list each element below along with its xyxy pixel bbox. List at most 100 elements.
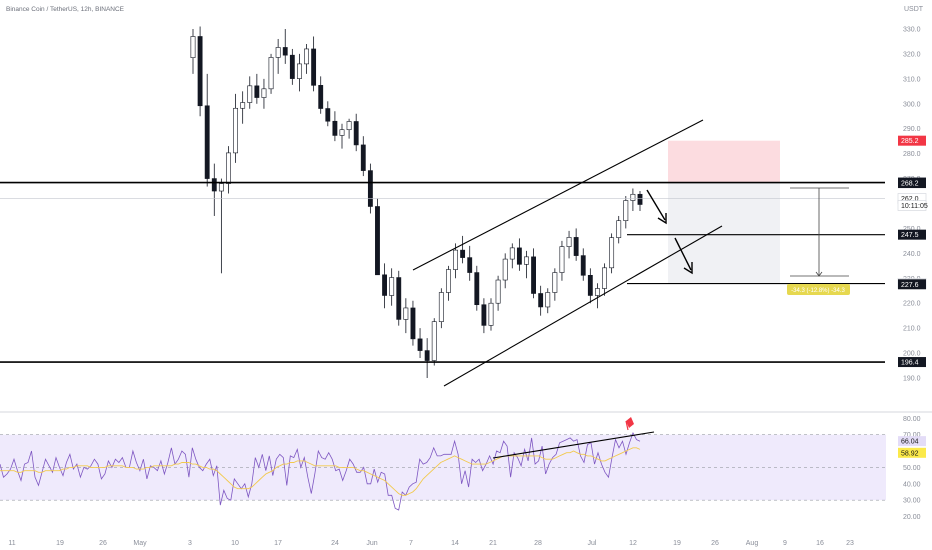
candle-body: [630, 193, 636, 201]
candle-body: [289, 54, 295, 79]
candle-body: [375, 206, 380, 276]
candle-body: [616, 220, 622, 238]
candle-body: [438, 292, 444, 322]
candle-body: [417, 338, 423, 351]
currency-label: USDT: [904, 6, 924, 13]
candle-body: [190, 36, 196, 58]
candle-body: [268, 57, 274, 90]
rsi-drawings[interactable]: [492, 417, 655, 459]
candle-body: [481, 304, 487, 326]
rsi-value-tag: [898, 447, 926, 458]
candle-body: [226, 152, 231, 184]
candle-body: [509, 247, 515, 260]
candle-body: [559, 246, 565, 273]
price-tick-label: 210.0: [903, 326, 921, 333]
measure-arrow-icon: [815, 271, 823, 277]
candle-body: [602, 267, 607, 289]
candle-body: [580, 255, 586, 276]
price-tick-label: 330.0: [903, 27, 921, 34]
time-tick-label: 24: [331, 540, 339, 547]
price-tick-label: 310.0: [903, 76, 921, 83]
candle-body: [389, 277, 395, 296]
time-tick-label: 19: [56, 540, 64, 547]
measure-label-text: -34.3 (-12.8%) -34.3: [791, 288, 845, 294]
divergence-flag-icon: [625, 417, 634, 431]
candle-body: [304, 48, 309, 65]
time-tick-label: 28: [534, 540, 542, 547]
measure-label-box: [787, 284, 850, 295]
candle-body: [488, 302, 494, 326]
price-tick-label: 250.0: [903, 226, 921, 233]
candle-body: [282, 47, 288, 56]
candle-body: [573, 237, 579, 256]
time-tick-label: 14: [451, 540, 459, 547]
price-tag-label: 247.5: [901, 232, 919, 239]
price-tag-label: 227.6: [901, 282, 919, 289]
rsi-value-label: 58.92: [901, 450, 919, 457]
price-tag-label: 262.0: [901, 196, 919, 203]
time-tick-label: 26: [99, 540, 107, 547]
time-tick-label: 9: [783, 540, 787, 547]
time-tick-label: 16: [816, 540, 824, 547]
candlestick-series: [190, 26, 643, 378]
candle-body: [325, 108, 331, 122]
price-tick-label: 300.0: [903, 101, 921, 108]
price-tag: [897, 200, 927, 211]
drawings[interactable]: [412, 119, 849, 387]
down-arrow-head-1: [657, 213, 667, 225]
candle-body: [247, 85, 253, 103]
candle-body: [502, 258, 508, 281]
candle-body: [254, 85, 260, 98]
candle-body: [211, 178, 217, 192]
price-tag: [898, 279, 926, 290]
price-tag: [898, 357, 926, 368]
candle-body: [467, 257, 473, 273]
horizontal-levels[interactable]: [0, 181, 885, 363]
candle-body: [495, 279, 501, 304]
price-tick-label: 220.0: [903, 301, 921, 308]
candle-body: [637, 193, 643, 205]
time-axis[interactable]: 11 19 26 May 3 10 17 24 Jun 7 14 21 28 Jul 12 19 26 Aug 9 1…: [8, 540, 854, 547]
time-tick-label: 7: [409, 540, 413, 547]
rsi-tick-label: 50.00: [903, 465, 921, 472]
time-tick-label: Jul: [588, 540, 597, 547]
time-tick-label: 17: [274, 540, 282, 547]
price-tick-label: 190.0: [903, 376, 921, 383]
candle-body: [566, 237, 572, 247]
rsi-tick-label: 40.00: [903, 481, 921, 488]
candle-body: [332, 120, 338, 136]
candle-body: [623, 200, 629, 222]
channel-lower-line[interactable]: [443, 225, 723, 387]
time-tick-label: 3: [188, 540, 192, 547]
candle-body: [296, 63, 302, 79]
price-tag-label: 268.2: [901, 181, 919, 188]
time-tick-label: 12: [629, 540, 637, 547]
candle-body: [516, 247, 522, 265]
rsi-tick-label: 70.00: [903, 432, 921, 439]
candle-body: [197, 36, 203, 107]
channel-upper-line[interactable]: [412, 119, 704, 271]
candle-body: [524, 256, 529, 265]
rsi-value-tag: [898, 436, 926, 447]
rsi-trend-line[interactable]: [492, 431, 655, 459]
stop-loss-zone[interactable]: [668, 140, 780, 184]
price-tick-label: 280.0: [903, 151, 921, 158]
position-zones: [668, 140, 780, 284]
candle-body: [538, 293, 544, 308]
time-tick-label: May: [133, 540, 147, 547]
rsi-value-label: 66.04: [901, 439, 919, 446]
rsi-tick-label: 30.00: [903, 498, 921, 505]
candle-body: [382, 274, 388, 296]
price-tick-label: 320.0: [903, 51, 921, 58]
candle-body: [431, 321, 437, 361]
time-tick-label: Jun: [366, 540, 377, 547]
target-zone[interactable]: [668, 183, 780, 284]
down-arrow-shaft-1: [646, 189, 666, 221]
candle-body: [474, 272, 480, 306]
candle-body: [353, 121, 359, 146]
candle-body: [233, 107, 238, 154]
candle-body: [339, 129, 345, 136]
price-tick-label: 290.0: [903, 126, 921, 133]
time-tick-label: 19: [673, 540, 681, 547]
